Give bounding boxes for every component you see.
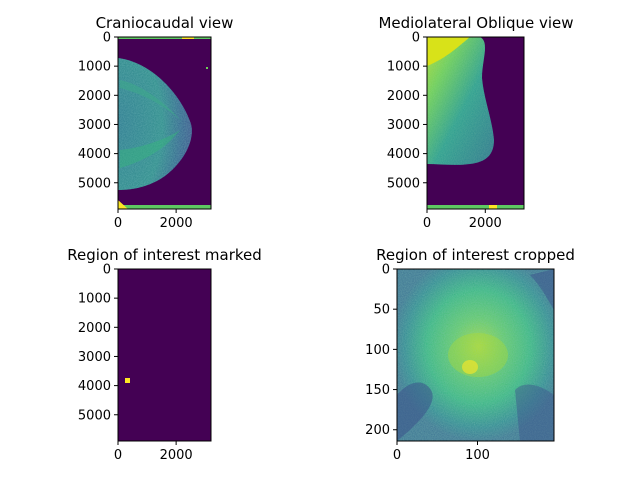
- y-tick-label: 1000: [78, 60, 111, 75]
- y-tick-label: 0: [103, 263, 111, 278]
- x-tick-label: 100: [465, 448, 490, 463]
- axes-frame: [117, 268, 212, 442]
- y-tick-label: 50: [373, 303, 390, 318]
- axes-frame: [396, 268, 555, 442]
- y-tick-label: 5000: [387, 176, 420, 191]
- y-tick-label: 100: [365, 343, 390, 358]
- roi-mask-image: [118, 269, 211, 441]
- y-tick-label: 2000: [387, 89, 420, 104]
- y-tick-label: 4000: [78, 379, 111, 394]
- panel-mlo: Mediolateral Oblique view 0 2000 0 1000 2000…: [378, 14, 573, 231]
- craniocaudal-image: [118, 37, 211, 209]
- x-tick-label: 0: [423, 216, 431, 231]
- y-tick-label: 0: [382, 263, 390, 278]
- y-tick-label: 1000: [78, 292, 111, 307]
- y-tick-label: 1000: [387, 60, 420, 75]
- panel-title: Region of interest cropped: [376, 246, 575, 264]
- y-tick-label: 200: [365, 423, 390, 438]
- y-tick-label: 0: [103, 31, 111, 46]
- x-tick-label: 0: [114, 216, 122, 231]
- panel-roi-cropped: Region of interest cropped 0 100 0 50 100 150…: [365, 246, 575, 463]
- x-tick-label: 2000: [160, 448, 193, 463]
- axes-frame: [117, 36, 212, 210]
- panel-craniocaudal: Craniocaudal view 0 2000 0 1000 2000 3000 4000…: [78, 14, 234, 231]
- x-tick-label: 2000: [160, 216, 193, 231]
- y-tick-label: 2000: [78, 321, 111, 336]
- y-tick-label: 3000: [387, 118, 420, 133]
- x-tick-label: 0: [114, 448, 122, 463]
- panel-roi-marked: Region of interest marked 0 2000 0 1000 2000…: [67, 246, 262, 463]
- y-tick-label: 2000: [78, 89, 111, 104]
- panel-title: Craniocaudal view: [96, 14, 234, 32]
- mlo-image: [427, 37, 524, 209]
- panel-title: Region of interest marked: [67, 246, 262, 264]
- y-tick-label: 0: [412, 31, 420, 46]
- x-tick-label: 0: [393, 448, 401, 463]
- panel-title: Mediolateral Oblique view: [378, 14, 573, 32]
- y-tick-label: 3000: [78, 350, 111, 365]
- y-tick-label: 4000: [78, 147, 111, 162]
- axes-frame: [426, 36, 525, 210]
- roi-crop-image: [397, 269, 554, 441]
- x-tick-label: 2000: [469, 216, 502, 231]
- y-tick-label: 150: [365, 383, 390, 398]
- y-tick-label: 5000: [78, 176, 111, 191]
- y-tick-label: 4000: [387, 147, 420, 162]
- y-tick-label: 3000: [78, 118, 111, 133]
- y-tick-label: 5000: [78, 408, 111, 423]
